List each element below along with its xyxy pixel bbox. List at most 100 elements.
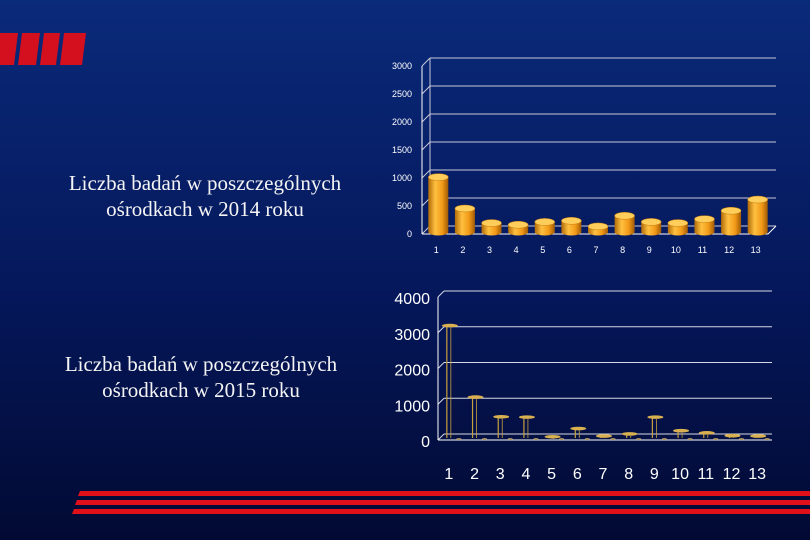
bar bbox=[454, 208, 475, 236]
x-tick-label: 12 bbox=[724, 245, 734, 255]
y-tick-label: 0 bbox=[421, 434, 430, 451]
x-tick-label: 2 bbox=[460, 245, 465, 255]
gridline-depth bbox=[437, 433, 445, 441]
y-tick-label: 2500 bbox=[392, 89, 412, 99]
x-tick-label: 11 bbox=[697, 466, 714, 483]
gridline-depth bbox=[437, 290, 445, 298]
bar-cap bbox=[724, 433, 741, 438]
bar-top bbox=[561, 217, 582, 225]
bar-top bbox=[694, 215, 715, 223]
gridline-depth bbox=[437, 326, 445, 334]
x-tick-label: 7 bbox=[593, 245, 598, 255]
bar-base-mark bbox=[507, 438, 513, 440]
caption-2015: Liczba badań w poszczególnych ośrodkach … bbox=[36, 351, 366, 403]
stripe bbox=[78, 491, 810, 496]
bar-base-mark bbox=[584, 438, 590, 440]
bar-base-mark bbox=[738, 438, 744, 440]
x-tick-label: 5 bbox=[540, 245, 545, 255]
stripe bbox=[75, 500, 810, 505]
logo-block bbox=[40, 33, 60, 65]
logo-block bbox=[60, 33, 86, 65]
gridline-depth bbox=[421, 57, 431, 67]
x-tick-label: 10 bbox=[671, 466, 689, 483]
x-tick-label: 3 bbox=[496, 466, 505, 483]
bar-top bbox=[747, 195, 768, 204]
caption-2015-line1: Liczba badań w poszczególnych bbox=[64, 352, 338, 376]
y-tick-label: 2000 bbox=[394, 363, 430, 380]
bar-cap bbox=[673, 428, 690, 433]
y-tick-label: 2000 bbox=[392, 117, 412, 127]
y-tick-label: 3000 bbox=[394, 327, 430, 344]
stripe bbox=[72, 509, 810, 514]
x-tick-label: 4 bbox=[521, 466, 530, 483]
bar-cap bbox=[467, 395, 484, 399]
bar-cap bbox=[596, 434, 612, 438]
x-tick-label: 4 bbox=[514, 245, 519, 255]
bar-cap bbox=[518, 415, 535, 419]
caption-2014-line2: ośrodkach w 2014 roku bbox=[106, 197, 304, 221]
bar-top bbox=[534, 218, 556, 226]
bar-top bbox=[587, 222, 609, 231]
gridline-depth bbox=[421, 141, 431, 151]
bar bbox=[561, 220, 582, 236]
x-tick-label: 1 bbox=[444, 466, 453, 483]
bar-top bbox=[507, 220, 529, 229]
x-tick-label: 7 bbox=[599, 466, 608, 483]
x-tick-label: 3 bbox=[487, 245, 492, 255]
bar-base-mark bbox=[559, 438, 565, 440]
bar bbox=[614, 215, 635, 236]
bar bbox=[694, 219, 715, 236]
bar-base-mark bbox=[661, 438, 667, 440]
caption-2014-line1: Liczba badań w poszczególnych bbox=[68, 171, 342, 195]
y-tick-label: 4000 bbox=[394, 291, 430, 308]
x-tick-label: 8 bbox=[620, 245, 625, 255]
bar-top bbox=[667, 219, 689, 227]
gridline-depth bbox=[421, 169, 431, 179]
gridline-depth bbox=[437, 397, 445, 405]
bar-top bbox=[428, 173, 449, 181]
bar bbox=[428, 177, 449, 236]
bar-cap bbox=[750, 434, 767, 438]
gridline-depth bbox=[437, 362, 445, 369]
x-tick-label: 2 bbox=[470, 466, 479, 483]
bar-base-mark bbox=[687, 438, 693, 440]
x-tick-label: 12 bbox=[723, 466, 741, 483]
logo bbox=[0, 33, 86, 65]
x-tick-label: 9 bbox=[647, 245, 652, 255]
footer-stripes bbox=[72, 491, 810, 514]
bar-top bbox=[454, 204, 476, 213]
caption-2015-line2: ośrodkach w 2015 roku bbox=[102, 378, 300, 402]
x-tick-label: 13 bbox=[748, 466, 766, 483]
x-tick-label: 1 bbox=[434, 245, 439, 255]
bar-cap bbox=[698, 431, 715, 435]
y-tick-label: 1000 bbox=[392, 173, 412, 183]
bar-top bbox=[640, 218, 662, 226]
y-tick-label: 3000 bbox=[392, 61, 412, 71]
x-tick-label: 11 bbox=[698, 245, 707, 255]
logo-block bbox=[18, 33, 40, 65]
y-tick-label: 1500 bbox=[392, 145, 412, 155]
bar-top bbox=[481, 219, 502, 227]
y-tick-label: 1000 bbox=[394, 398, 430, 415]
bar-cap bbox=[493, 414, 510, 419]
bar-base-mark bbox=[713, 438, 719, 440]
bar bbox=[641, 221, 662, 236]
bar-cap bbox=[544, 434, 561, 439]
gridline-depth bbox=[421, 113, 431, 123]
bar-cap bbox=[621, 432, 638, 436]
x-tick-label: 13 bbox=[751, 245, 761, 255]
bar bbox=[721, 210, 742, 236]
x-tick-label: 6 bbox=[567, 245, 572, 255]
bar-base-mark bbox=[533, 438, 539, 440]
x-tick-label: 6 bbox=[573, 466, 582, 483]
bar-base-mark bbox=[482, 438, 488, 440]
gridline-depth bbox=[421, 85, 431, 95]
bar bbox=[534, 221, 555, 236]
y-tick-label: 500 bbox=[397, 201, 412, 211]
x-tick-label: 9 bbox=[650, 466, 659, 483]
bar-base-mark bbox=[636, 438, 642, 440]
bar-cap bbox=[441, 323, 458, 328]
x-tick-label: 10 bbox=[671, 245, 681, 255]
